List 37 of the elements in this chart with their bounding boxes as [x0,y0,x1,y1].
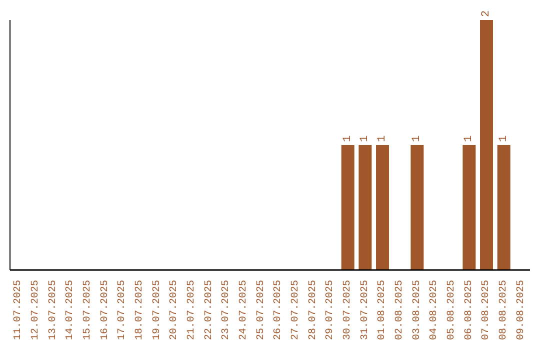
x-tick-label: 25.07.2025 [256,280,267,340]
x-tick-label: 15.07.2025 [82,280,94,340]
x-tick-label: 20.07.2025 [169,280,180,340]
x-tick-label: 30.07.2025 [342,280,354,340]
x-tick-label: 23.07.2025 [221,280,232,340]
x-tick-label: 16.07.2025 [100,280,111,340]
x-tick-label: 14.07.2025 [65,280,76,340]
x-tick-label: 05.08.2025 [446,280,458,340]
x-tick-label: 13.07.2025 [48,280,59,340]
x-tick-label: 27.07.2025 [290,280,302,340]
data-label: 1 [359,135,372,142]
data-label: 2 [480,10,492,17]
x-tick-label: 06.08.2025 [464,280,475,340]
data-label: 1 [498,135,510,142]
x-tick-label: 21.07.2025 [186,280,198,340]
x-tick-label: 08.08.2025 [498,280,510,340]
data-label: 1 [411,135,424,142]
x-tick-label: 29.07.2025 [325,280,336,340]
x-tick-label: 04.08.2025 [429,280,440,340]
x-tick-label: 09.08.2025 [516,280,527,340]
x-tick-label: 28.07.2025 [308,280,319,340]
x-tick-label: 19.07.2025 [152,280,163,340]
data-label: 1 [463,135,476,142]
data-label: 1 [376,135,388,142]
x-tick-label: 24.07.2025 [238,280,250,340]
x-tick-label: 26.07.2025 [273,280,284,340]
x-tick-label: 17.07.2025 [117,280,128,340]
x-tick-label: 03.08.2025 [412,280,423,340]
x-tick-label: 01.08.2025 [377,280,388,340]
x-tick-label: 07.08.2025 [481,280,492,340]
x-tick-label: 22.07.2025 [204,280,215,340]
x-tick-label: 12.07.2025 [30,280,42,340]
x-tick-label: 11.07.2025 [13,280,24,340]
x-tick-label: 02.08.2025 [394,280,406,340]
x-tick-label: 18.07.2025 [134,280,146,340]
data-label: 1 [342,135,354,142]
x-tick-label: 31.07.2025 [360,280,371,340]
